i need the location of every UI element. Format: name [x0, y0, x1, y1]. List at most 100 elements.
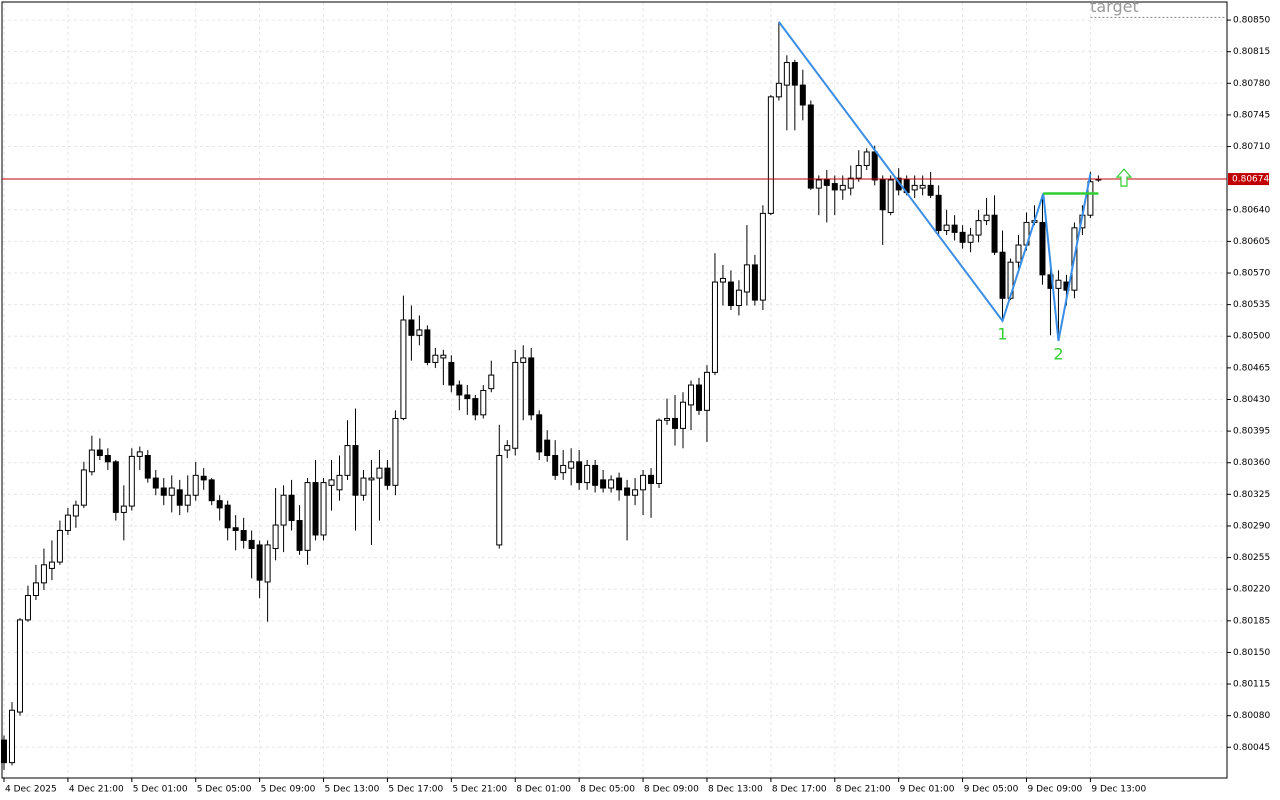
- candle-body: [480, 389, 487, 416]
- candle-body: [264, 544, 271, 583]
- y-tick-label: 0.80430: [1233, 395, 1270, 405]
- candle-body: [751, 264, 758, 301]
- candle-body: [759, 212, 766, 301]
- candle-body: [823, 179, 830, 186]
- x-tick-label: 5 Dec 17:00: [388, 785, 443, 795]
- x-tick-label: 9 Dec 05:00: [964, 785, 1019, 795]
- candle-body: [799, 84, 806, 106]
- candle-body: [40, 564, 47, 584]
- y-tick-label: 0.80255: [1233, 553, 1270, 563]
- y-tick-label: 0.80290: [1233, 521, 1270, 531]
- current-price-box: [1228, 173, 1269, 186]
- candle-body: [616, 477, 623, 491]
- candle-body: [144, 454, 151, 479]
- candle-body: [312, 482, 319, 536]
- candle-body: [568, 461, 575, 469]
- candle-body: [592, 464, 599, 486]
- candle-body: [48, 561, 55, 569]
- x-tick-label: 5 Dec 21:00: [452, 785, 507, 795]
- candle-body: [256, 544, 263, 581]
- point-label: 2: [1053, 344, 1063, 363]
- candle-body: [687, 384, 694, 406]
- candle-body: [456, 384, 463, 396]
- y-tick-label: 0.80570: [1233, 269, 1270, 279]
- candle-body: [927, 184, 934, 196]
- x-tick-label: 8 Dec 01:00: [516, 785, 571, 795]
- candle-body: [847, 177, 854, 189]
- target-label: target: [1090, 0, 1139, 16]
- candle-body: [168, 487, 175, 496]
- candle-body: [496, 454, 503, 546]
- x-tick-label: 8 Dec 21:00: [836, 785, 891, 795]
- x-tick-label: 8 Dec 05:00: [580, 785, 635, 795]
- candle-body: [767, 96, 774, 214]
- candle-body: [624, 487, 631, 496]
- candle-body: [432, 354, 439, 363]
- candle-body: [959, 231, 966, 243]
- candle-body: [839, 184, 846, 191]
- y-tick-label: 0.80325: [1233, 490, 1270, 500]
- candle-body: [679, 401, 686, 429]
- candle-body: [608, 479, 615, 489]
- candle-body: [807, 104, 814, 189]
- y-tick-label: 0.80535: [1233, 300, 1270, 310]
- candle-body: [735, 289, 742, 307]
- candle-body: [56, 529, 63, 563]
- candle-body: [360, 477, 367, 496]
- candle-body: [96, 449, 103, 456]
- candle-body: [560, 464, 567, 474]
- candle-body: [911, 184, 918, 191]
- candle-body: [112, 461, 119, 513]
- candle-body: [304, 482, 311, 551]
- candle-body: [0, 739, 7, 764]
- candle-body: [991, 214, 998, 253]
- candle-body: [584, 464, 591, 484]
- x-tick-label: 9 Dec 01:00: [900, 785, 955, 795]
- x-tick-label: 4 Dec 21:00: [69, 785, 124, 795]
- candle-body: [743, 264, 750, 293]
- candle-body: [536, 414, 543, 453]
- candle-body: [160, 487, 167, 496]
- candle-body: [640, 474, 647, 491]
- candle-body: [344, 445, 351, 476]
- candle-body: [719, 277, 726, 283]
- candle-body: [232, 527, 239, 531]
- candle-body: [711, 281, 718, 373]
- candle-body: [967, 234, 974, 243]
- candle-body: [999, 251, 1006, 299]
- candle-body: [448, 361, 455, 386]
- candle-body: [400, 319, 407, 419]
- candle-body: [1039, 221, 1046, 276]
- candle-body: [272, 524, 279, 550]
- x-tick-label: 5 Dec 05:00: [197, 785, 252, 795]
- y-tick-label: 0.80395: [1233, 427, 1270, 437]
- plot-frame: [1, 1, 1228, 779]
- y-tick-label: 0.80220: [1233, 585, 1270, 595]
- y-tick-label: 0.80815: [1233, 47, 1270, 57]
- candle-body: [855, 165, 862, 179]
- candle-body: [368, 477, 375, 481]
- candle-body: [392, 417, 399, 486]
- candle-body: [416, 329, 423, 336]
- candle-body: [328, 479, 335, 486]
- y-tick-label: 0.80360: [1233, 458, 1270, 468]
- point-label: 1: [997, 324, 1007, 343]
- candle-body: [320, 482, 327, 536]
- candle-body: [632, 489, 639, 496]
- x-tick-label: 5 Dec 13:00: [325, 785, 380, 795]
- candle-body: [384, 467, 391, 486]
- candle-body: [871, 151, 878, 181]
- candle-body: [815, 179, 822, 189]
- x-tick-label: 8 Dec 13:00: [708, 785, 763, 795]
- candle-body: [919, 184, 926, 189]
- candle-body: [656, 419, 663, 484]
- x-tick-label: 4 Dec 2025: [5, 785, 57, 795]
- candle-body: [664, 417, 671, 421]
- y-tick-label: 0.80850: [1233, 16, 1270, 26]
- candle-body: [648, 474, 655, 484]
- signal-arrow: [1115, 168, 1133, 187]
- candle-body: [975, 220, 982, 236]
- y-tick-label: 0.80185: [1233, 616, 1270, 626]
